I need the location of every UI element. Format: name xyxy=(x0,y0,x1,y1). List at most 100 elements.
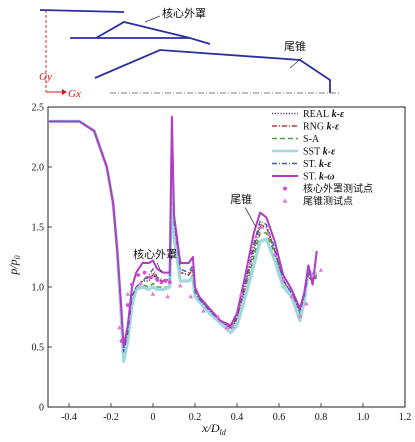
x-tick-label: -0.2 xyxy=(103,412,119,423)
series-line-stkw xyxy=(48,115,318,348)
series-line-stke xyxy=(48,120,318,353)
legend-entry-label: S-A xyxy=(303,134,320,145)
test-points xyxy=(117,224,324,343)
tail-cone-test-point xyxy=(289,294,294,299)
x-tick-label: 0.6 xyxy=(273,412,286,423)
legend-entry-label: REAL k-ε xyxy=(303,109,345,120)
tail-cone-test-point xyxy=(253,234,259,239)
tail-cone-test-point xyxy=(318,267,324,272)
gx-label: Gx xyxy=(68,88,81,100)
legend-entry-model: k-ε xyxy=(324,122,340,133)
y-axis-label-sub: 0 xyxy=(13,255,22,259)
gy-label: Gy xyxy=(39,71,52,83)
legend-entry-label: SST k-ε xyxy=(303,147,336,158)
tail-cone-test-point xyxy=(230,324,236,329)
core-cowl-test-point xyxy=(119,339,124,343)
tail-cone-test-point xyxy=(215,314,221,319)
tail-cone-test-point xyxy=(117,325,122,330)
gx-arrowhead xyxy=(62,89,67,95)
legend-entry-text: ST. xyxy=(303,172,316,183)
tail-cone-test-point xyxy=(150,291,156,296)
core-cowl-test-point xyxy=(155,277,160,282)
annotation-leader xyxy=(156,262,162,273)
legend-entry-label: RNG k-ε xyxy=(303,122,340,133)
legend-entry-label: ST. k-ω xyxy=(303,172,335,183)
legend-entry-model: k-ε xyxy=(316,159,332,170)
legend-entry-text: S-A xyxy=(303,134,320,145)
x-axis-label: x/Dld xyxy=(201,421,227,437)
y-axis-label-main: p/p xyxy=(6,259,20,275)
tail-cone-test-point xyxy=(266,231,271,236)
legend-entry-text: ST. xyxy=(303,159,316,170)
tail-cone-test-point xyxy=(247,260,252,265)
legend-entry-text: SST xyxy=(303,147,320,158)
tail-cone-test-point xyxy=(125,291,131,296)
y-axis-label: p/p0 xyxy=(6,255,22,275)
legend-entry-model: k-ε xyxy=(320,147,336,158)
core-cowl-test-point xyxy=(167,280,172,285)
plot-frame xyxy=(47,106,406,408)
tail-cone-test-point xyxy=(310,272,315,277)
core-cowl-test-point xyxy=(125,303,130,307)
legend-entry-text: 尾锥测试点 xyxy=(303,195,353,208)
tail-cone-test-point xyxy=(224,325,229,330)
core-cowl-test-point xyxy=(136,273,141,277)
legend-entry-label: 尾锥测试点 xyxy=(303,195,353,208)
legend-swatch-core-points xyxy=(283,186,287,191)
core-cowl-test-point xyxy=(130,282,134,287)
schematic-label-core: 核心外罩 xyxy=(162,6,206,20)
tail-cone-test-point xyxy=(201,308,206,313)
legend-entry-text: 核心外罩测试点 xyxy=(303,182,373,195)
core-cowl-test-point xyxy=(149,275,153,280)
y-tick-label: 1.0 xyxy=(32,283,45,294)
tail-cone-test-point xyxy=(297,313,303,318)
x-tick-label: 0.4 xyxy=(231,412,244,423)
leader-tail xyxy=(289,57,303,69)
y-tick-label: 1.5 xyxy=(32,223,45,234)
axes-ticks: -0.4 -0.2 0 0.2 0.4 0.6 0.8 1.0 1.2 0 0.5 1.0 1.5 2.0… xyxy=(32,103,412,424)
tail-cone-test-point xyxy=(304,301,309,306)
tail-cone-test-point xyxy=(138,280,143,285)
annotation-leader xyxy=(245,207,257,228)
tail-cone-test-point xyxy=(280,277,286,282)
x-tick-label: 1.2 xyxy=(399,412,412,423)
legend-entry-text: REAL xyxy=(303,109,329,120)
plot-area: -0.4 -0.2 0 0.2 0.4 0.6 0.8 1.0 1.2 0 0.5 1.0 1.5 2.0… xyxy=(6,103,411,438)
core-cowl-test-point xyxy=(163,279,168,283)
tail-cone-test-point xyxy=(165,294,170,299)
core-cowl-outline xyxy=(39,9,331,93)
annotation-label: 尾锥 xyxy=(230,193,252,206)
tail-cone-test-point xyxy=(272,252,278,257)
legend-background xyxy=(268,108,404,212)
x-tick-label: 1.0 xyxy=(357,412,370,423)
annotations: 核心外罩 尾锥 xyxy=(133,193,257,273)
x-tick-label: 0 xyxy=(151,412,156,423)
legend-entry-text: RNG xyxy=(303,122,324,133)
legend-entry-model: k-ω xyxy=(316,172,334,183)
x-tick-label: 0.8 xyxy=(315,412,328,423)
annotation-label: 核心外罩 xyxy=(133,247,177,261)
y-tick-label: 2.0 xyxy=(32,163,45,174)
y-tick-label: 0 xyxy=(39,403,44,414)
x-tick-label: -0.4 xyxy=(61,412,77,423)
tail-cone-test-point xyxy=(188,294,194,299)
legend-entry-label: ST. k-ε xyxy=(303,159,332,170)
x-axis-label-main: x/D xyxy=(201,421,220,435)
nozzle-schematic: 核心外罩 尾锥 Gy Gx xyxy=(39,6,340,100)
legend-swatch-tail-points xyxy=(282,198,288,203)
schematic-label-tail: 尾锥 xyxy=(284,40,306,53)
tail-cone-test-point xyxy=(259,224,265,229)
x-tick-label: 0.2 xyxy=(189,412,202,423)
tail-cone-test-point xyxy=(238,291,244,296)
core-cowl-test-point xyxy=(159,280,164,285)
tail-cone-test-point xyxy=(178,283,183,288)
legend-entry-label: 核心外罩测试点 xyxy=(303,182,373,195)
x-axis-label-sub: ld xyxy=(220,428,227,437)
y-tick-label: 2.5 xyxy=(32,103,45,114)
leader-core xyxy=(144,15,161,23)
legend-entry-model: k-ε xyxy=(329,109,345,120)
core-cowl-test-point xyxy=(142,270,147,275)
y-tick-label: 0.5 xyxy=(32,343,45,354)
